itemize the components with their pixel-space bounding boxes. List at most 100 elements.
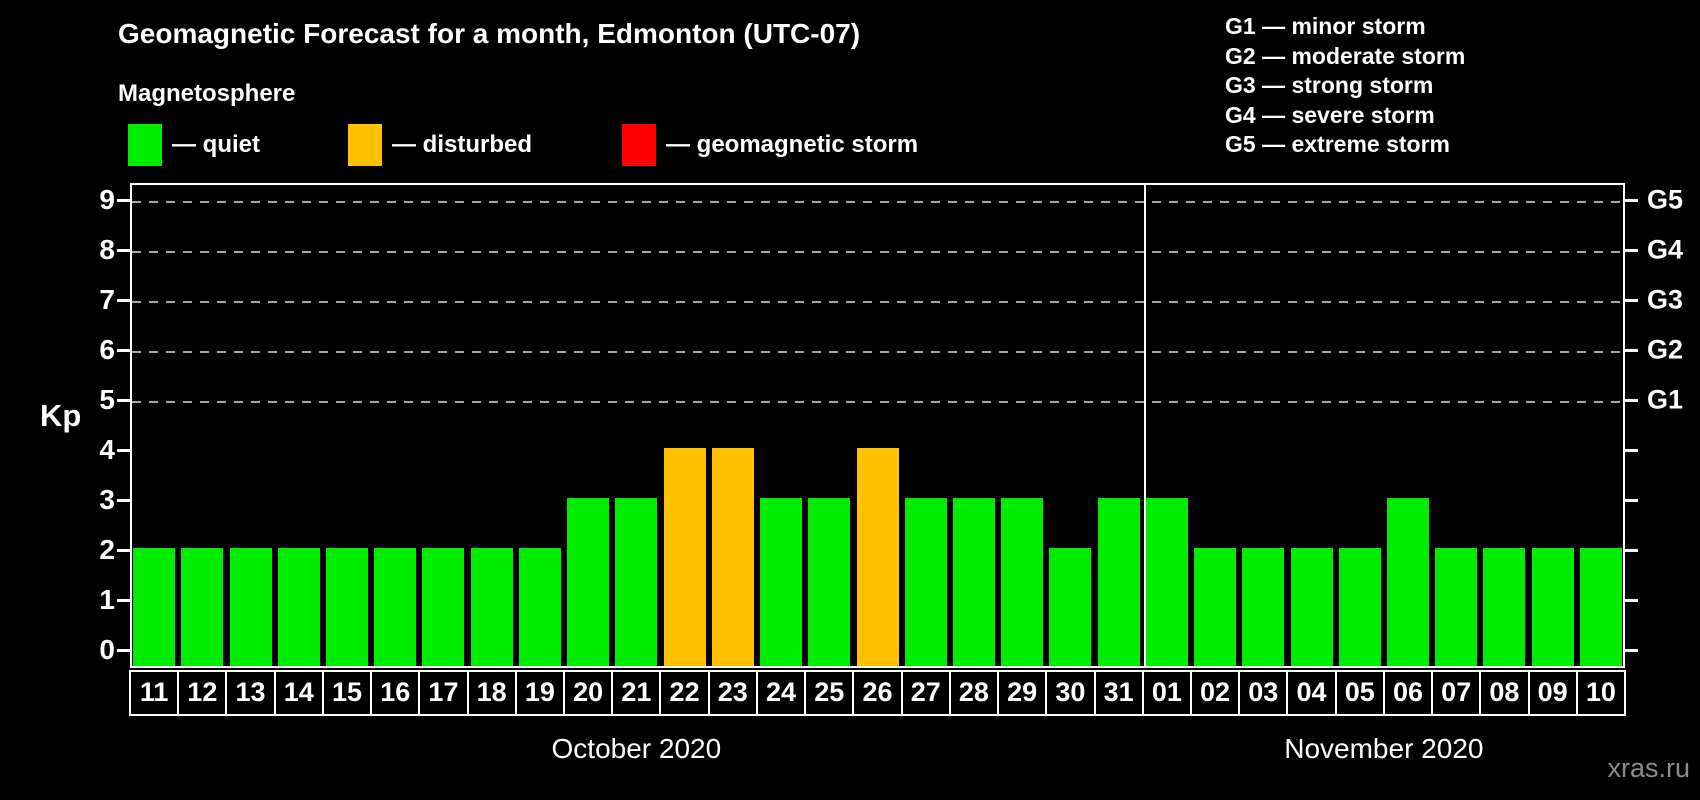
day-cell: 10	[1575, 670, 1626, 716]
kp-bar	[760, 498, 803, 666]
g-legend-item: G4 — severe storm	[1225, 101, 1435, 128]
g-legend-item: G3 — strong storm	[1225, 72, 1434, 98]
day-cell: 19	[514, 670, 566, 716]
kp-bar	[1049, 548, 1092, 666]
y-tick-left	[117, 299, 130, 302]
y-tick-label: 9	[99, 184, 115, 215]
day-cell: 08	[1479, 670, 1530, 716]
day-cell: 26	[852, 670, 903, 716]
y-tick-left	[117, 349, 130, 352]
day-cell: 27	[900, 670, 951, 716]
day-cell: 05	[1334, 670, 1385, 716]
kp-bar	[1145, 498, 1188, 666]
kp-bar	[277, 548, 320, 666]
y-tick-right	[1625, 249, 1638, 252]
y-tick-left	[117, 599, 130, 602]
y-tick-right	[1625, 599, 1638, 602]
disturbed-legend-label: — disturbed	[392, 131, 533, 158]
g-legend-item: G1 — minor storm	[1225, 13, 1426, 39]
kp-bar	[711, 448, 754, 666]
kp-bar	[229, 548, 272, 666]
y-tick-label: 5	[99, 384, 115, 415]
y-tick-left	[117, 399, 130, 402]
y-axis-label: Kp	[40, 398, 82, 433]
day-cell: 09	[1527, 670, 1578, 716]
gridline-kp8	[132, 251, 1623, 253]
month-label-november: November 2020	[1284, 733, 1484, 764]
kp-bar	[1242, 548, 1285, 666]
y-tick-right	[1625, 399, 1638, 402]
day-cell: 03	[1238, 670, 1289, 716]
y-tick-left	[117, 249, 130, 252]
storm-swatch	[622, 124, 656, 166]
kp-bar	[1290, 548, 1333, 666]
y-tick-label: 8	[99, 234, 115, 265]
month-label-october: October 2020	[551, 733, 722, 764]
day-cell: 02	[1189, 670, 1241, 716]
kp-bar	[374, 548, 417, 666]
kp-bar	[518, 548, 561, 666]
g-level-label: G2	[1647, 334, 1684, 365]
day-cell: 04	[1286, 670, 1337, 716]
day-cell: 15	[321, 670, 373, 716]
kp-bar	[422, 548, 465, 666]
y-tick-right	[1625, 649, 1638, 652]
gridline-kp9	[132, 201, 1623, 203]
kp-bar	[952, 498, 995, 666]
kp-bar	[1097, 498, 1140, 666]
day-cell: 25	[804, 670, 855, 716]
kp-bar	[1531, 548, 1574, 666]
y-tick-left	[117, 449, 130, 452]
chart-title: Geomagnetic Forecast for a month, Edmont…	[118, 18, 861, 49]
kp-bar	[1483, 548, 1526, 666]
y-tick-left	[117, 549, 130, 552]
kp-bar	[808, 498, 851, 666]
y-tick-label: 2	[99, 534, 115, 565]
day-cell: 01	[1141, 670, 1192, 716]
y-tick-label: 3	[99, 484, 115, 515]
y-tick-right	[1625, 449, 1638, 452]
g-level-label: G3	[1647, 284, 1684, 315]
magnetosphere-label: Magnetosphere	[118, 80, 296, 107]
day-cell: 20	[563, 670, 614, 716]
day-cell: 23	[707, 670, 758, 716]
y-tick-right	[1625, 299, 1638, 302]
magnetosphere-legend: — quiet — disturbed — geomagnetic storm	[0, 124, 1100, 168]
kp-bar	[1338, 548, 1381, 666]
y-tick-right	[1625, 549, 1638, 552]
kp-bar	[904, 498, 947, 666]
y-tick-left	[117, 499, 130, 502]
gridline-kp7	[132, 301, 1623, 303]
kp-bar	[1001, 498, 1044, 666]
day-cell: 12	[177, 670, 228, 716]
plot-area	[130, 183, 1625, 668]
day-cell: 06	[1382, 670, 1434, 716]
g-level-label: G5	[1647, 184, 1684, 215]
kp-bar	[1194, 548, 1237, 666]
day-cell: 31	[1093, 670, 1144, 716]
quiet-legend-label: — quiet	[172, 131, 260, 158]
y-tick-label: 0	[99, 634, 115, 665]
day-cell: 29	[997, 670, 1048, 716]
kp-bar	[663, 448, 706, 666]
day-cell: 22	[659, 670, 710, 716]
y-tick-label: 7	[99, 284, 115, 315]
y-tick-right	[1625, 349, 1638, 352]
y-tick-label: 6	[99, 334, 115, 365]
day-cell: 28	[948, 670, 1000, 716]
g-scale-legend: G1 — minor storm G2 — moderate storm G3 — …	[1225, 12, 1465, 160]
y-tick-left	[117, 199, 130, 202]
kp-bar	[470, 548, 513, 666]
day-cell: 18	[466, 670, 517, 716]
quiet-swatch	[128, 124, 162, 166]
y-tick-right	[1625, 499, 1638, 502]
kp-bar	[856, 448, 899, 666]
day-cell: 16	[370, 670, 421, 716]
day-cell: 17	[418, 670, 469, 716]
day-cell: 14	[273, 670, 324, 716]
kp-bar	[1579, 548, 1622, 666]
g-legend-item: G5 — extreme storm	[1225, 131, 1450, 157]
y-tick-label: 4	[99, 434, 115, 465]
g-level-label: G4	[1647, 234, 1684, 265]
